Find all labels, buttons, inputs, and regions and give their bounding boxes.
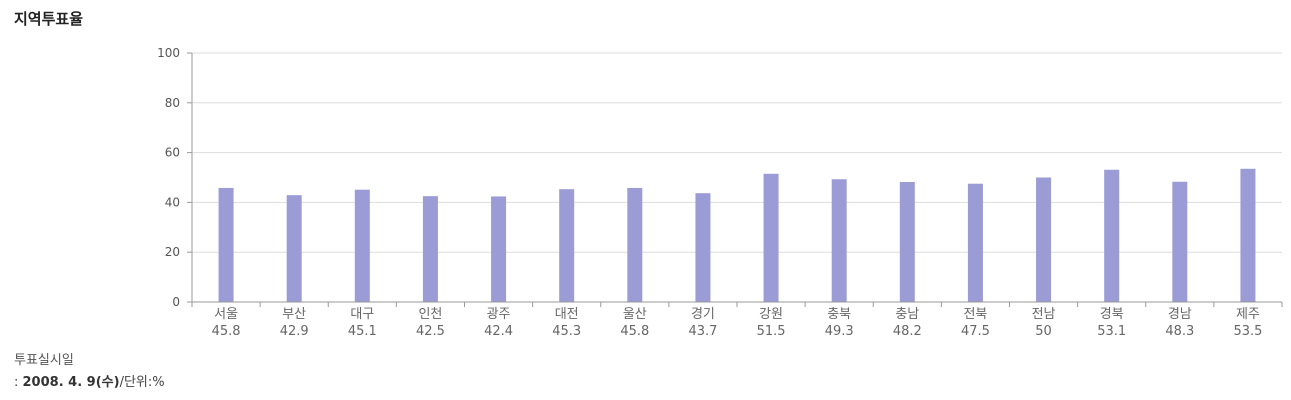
y-tick-label: 80: [165, 96, 180, 110]
bar: [967, 183, 983, 302]
y-tick-label: 20: [165, 245, 180, 259]
bar: [559, 189, 575, 302]
y-tick-label: 0: [172, 295, 180, 309]
x-tick-label: 서울: [214, 307, 238, 322]
bar: [899, 181, 915, 302]
x-tick-label: 전남: [1032, 307, 1056, 322]
data-label: 45.3: [552, 324, 581, 339]
x-tick-label: 충남: [895, 307, 919, 322]
bar: [491, 196, 507, 302]
x-tick-label: 충북: [827, 307, 851, 322]
x-tick-label: 인천: [418, 307, 442, 322]
bar: [422, 196, 438, 302]
x-tick-label: 대전: [555, 307, 579, 322]
data-label: 48.2: [893, 324, 922, 339]
bar: [286, 195, 302, 302]
bar: [695, 193, 711, 302]
x-tick-label: 부산: [282, 307, 306, 322]
x-tick-label: 강원: [759, 307, 783, 322]
bar-chart: 0 20 40 60 80 100 서울 45.8 부산 42.9 대구 45.1 인천 42.5 광주 4…: [157, 46, 1283, 339]
data-label: 50: [1035, 324, 1052, 339]
vote-date-label: 투표실시일: [14, 353, 74, 368]
x-tick-label: 경북: [1100, 307, 1124, 322]
data-label: 45.1: [348, 324, 377, 339]
data-label: 51.5: [757, 324, 786, 339]
data-label: 49.3: [825, 324, 854, 339]
x-tick-label: 경기: [691, 307, 715, 322]
bar: [1240, 168, 1256, 302]
data-label: 53.1: [1097, 324, 1126, 339]
x-tick-label: 경남: [1168, 307, 1192, 322]
bar: [1172, 181, 1188, 302]
chart-title: 지역투표율: [14, 10, 84, 28]
data-label: 42.5: [416, 324, 445, 339]
data-label: 42.9: [280, 324, 309, 339]
x-tick-label: 제주: [1236, 307, 1260, 322]
x-tick-label: 광주: [487, 307, 511, 322]
bar: [763, 173, 779, 302]
bar: [831, 179, 847, 302]
data-label: 45.8: [620, 324, 649, 339]
bars: [218, 168, 1256, 302]
data-label: 45.8: [212, 324, 241, 339]
bar: [218, 187, 234, 302]
data-label: 48.3: [1165, 324, 1194, 339]
data-label: 53.5: [1233, 324, 1262, 339]
x-tick-label: 대구: [350, 307, 374, 322]
unit-note: /단위:%: [119, 375, 165, 390]
data-label: 47.5: [961, 324, 990, 339]
y-tick-label: 60: [165, 146, 180, 160]
grid-lines: [192, 52, 1282, 253]
vote-date-prefix: :: [14, 375, 23, 390]
bar: [354, 189, 370, 302]
bar: [1036, 177, 1052, 302]
y-axis: 0 20 40 60 80 100: [157, 46, 193, 309]
data-label: 42.4: [484, 324, 513, 339]
y-tick-label: 100: [157, 46, 180, 60]
vote-date: 2008. 4. 9(수): [22, 375, 120, 390]
x-tick-label: 울산: [623, 307, 647, 322]
y-tick-label: 40: [165, 195, 180, 209]
bar: [1104, 169, 1120, 302]
vote-date-line: : 2008. 4. 9(수)/단위:%: [14, 371, 165, 390]
x-tick-label: 전북: [963, 307, 987, 322]
data-label: 43.7: [688, 324, 717, 339]
bar: [627, 187, 643, 302]
x-axis: 서울 45.8 부산 42.9 대구 45.1 인천 42.5 광주 42.4 대전 45.3 울산 45…: [191, 301, 1283, 339]
